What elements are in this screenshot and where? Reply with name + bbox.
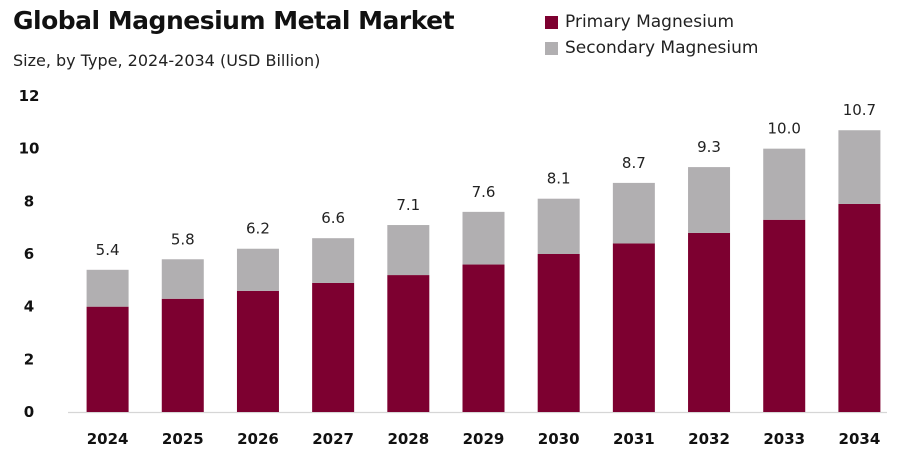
- x-tick-label: 2025: [162, 430, 204, 448]
- bar-primary-2030: [537, 254, 580, 412]
- legend-label-primary: Primary Magnesium: [565, 12, 735, 32]
- bar-secondary-2030: [537, 198, 580, 254]
- bar-secondary-2026: [236, 248, 279, 291]
- bar-primary-2029: [462, 264, 505, 412]
- y-tick-label: 8: [24, 192, 34, 210]
- x-tick-label: 2032: [688, 430, 730, 448]
- bar-primary-2027: [312, 282, 355, 412]
- legend-swatch-secondary: [545, 41, 558, 55]
- y-tick-label: 10: [19, 140, 40, 158]
- data-label-total-2030: 8.1: [547, 170, 571, 188]
- data-label-total-2032: 9.3: [697, 138, 721, 156]
- data-label-total-2027: 6.6: [321, 209, 345, 227]
- legend-item-secondary: Secondary Magnesium: [545, 35, 758, 61]
- x-tick-label: 2030: [538, 430, 580, 448]
- bar-secondary-2024: [86, 269, 129, 307]
- bar-secondary-2027: [312, 238, 355, 283]
- data-label-total-2024: 5.4: [96, 241, 120, 259]
- data-label-total-2033: 10.0: [768, 120, 801, 138]
- bar-secondary-2033: [763, 148, 806, 220]
- bar-secondary-2034: [838, 130, 881, 204]
- legend-label-secondary: Secondary Magnesium: [565, 38, 759, 58]
- data-label-total-2028: 7.1: [396, 196, 420, 214]
- y-tick-label: 12: [19, 87, 40, 105]
- y-tick-label: 6: [24, 245, 34, 263]
- y-tick-label: 4: [24, 298, 34, 316]
- x-tick-label: 2024: [87, 430, 129, 448]
- bar-primary-2028: [387, 275, 430, 412]
- bar-secondary-2028: [387, 225, 430, 276]
- x-tick-label: 2034: [839, 430, 881, 448]
- bar-primary-2032: [688, 232, 731, 412]
- bar-primary-2031: [612, 243, 655, 412]
- bar-secondary-2029: [462, 211, 505, 265]
- chart-subtitle: Size, by Type, 2024-2034 (USD Billion): [13, 51, 321, 70]
- legend-item-primary: Primary Magnesium: [545, 9, 758, 35]
- data-label-total-2026: 6.2: [246, 220, 270, 238]
- data-label-total-2025: 5.8: [171, 230, 195, 248]
- x-tick-label: 2033: [763, 430, 805, 448]
- bar-primary-2033: [763, 219, 806, 412]
- bar-primary-2026: [236, 290, 279, 412]
- data-label-total-2031: 8.7: [622, 154, 646, 172]
- bar-primary-2034: [838, 203, 881, 412]
- x-tick-label: 2027: [312, 430, 354, 448]
- chart-title: Global Magnesium Metal Market: [13, 6, 455, 35]
- data-label-total-2029: 7.6: [472, 183, 496, 201]
- x-tick-label: 2029: [463, 430, 505, 448]
- legend: Primary Magnesium Secondary Magnesium: [545, 9, 758, 61]
- data-label-total-2034: 10.7: [843, 101, 876, 119]
- y-tick-label: 0: [24, 403, 34, 421]
- x-tick-label: 2026: [237, 430, 279, 448]
- legend-swatch-primary: [545, 15, 558, 29]
- y-tick-label: 2: [24, 350, 34, 368]
- x-tick-label: 2028: [387, 430, 429, 448]
- bar-secondary-2025: [161, 259, 204, 299]
- bar-secondary-2031: [612, 182, 655, 244]
- x-tick-label: 2031: [613, 430, 655, 448]
- bar-primary-2024: [86, 306, 129, 412]
- bar-primary-2025: [161, 298, 204, 412]
- bar-secondary-2032: [688, 167, 731, 233]
